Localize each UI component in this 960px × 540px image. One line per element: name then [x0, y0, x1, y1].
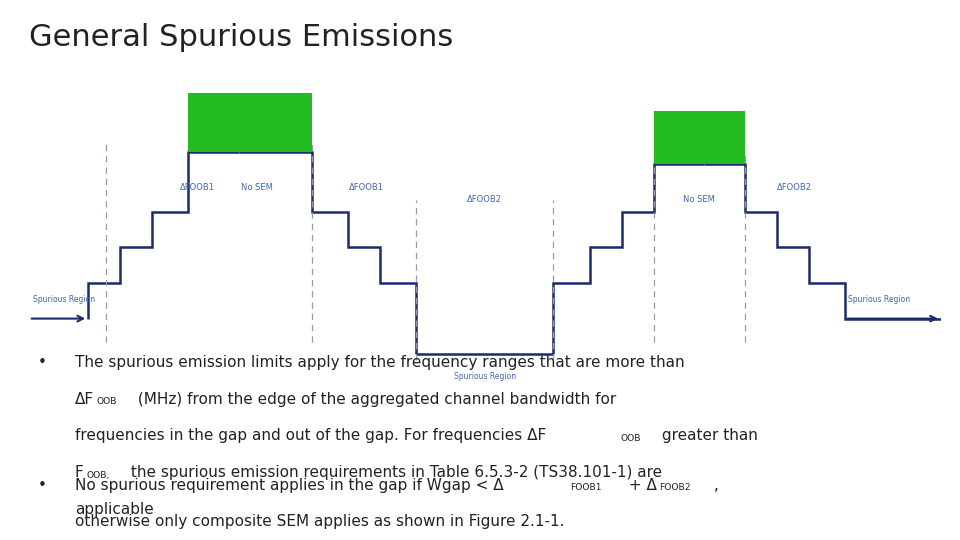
Text: (MHz) from the edge of the aggregated channel bandwidth for: (MHz) from the edge of the aggregated ch… [132, 392, 616, 407]
Text: frequencies in the gap and out of the gap. For frequencies ΔF: frequencies in the gap and out of the ga… [75, 429, 546, 443]
Text: No SEM: No SEM [241, 184, 273, 192]
Text: Spurious Region: Spurious Region [454, 372, 516, 381]
Text: Spurious Region: Spurious Region [34, 295, 95, 303]
Text: otherwise only composite SEM applies as shown in Figure 2.1-1.: otherwise only composite SEM applies as … [75, 515, 564, 530]
Bar [654, 111, 745, 164]
Text: General Spurious Emissions: General Spurious Emissions [29, 23, 453, 52]
Text: ΔFOOB1: ΔFOOB1 [348, 184, 384, 192]
Text: No spurious requirement applies in the gap if Wgap < Δ: No spurious requirement applies in the g… [75, 477, 503, 492]
Text: The spurious emission limits apply for the frequency ranges that are more than: The spurious emission limits apply for t… [75, 355, 684, 370]
Text: Spurious Region: Spurious Region [848, 295, 910, 303]
Text: FOOB2: FOOB2 [660, 483, 691, 492]
Text: + Δ: + Δ [624, 477, 657, 492]
Text: ,: , [713, 477, 718, 492]
Text: applicable: applicable [75, 502, 154, 517]
Text: OOB: OOB [620, 434, 641, 443]
Bar [188, 93, 311, 152]
Text: OOB: OOB [96, 397, 116, 406]
Text: ΔFOOB2: ΔFOOB2 [778, 184, 812, 192]
Text: ΔF: ΔF [75, 392, 94, 407]
Text: the spurious emission requirements in Table 6.5.3-2 (TS38.101-1) are: the spurious emission requirements in Ta… [126, 465, 661, 481]
Text: FOOB1: FOOB1 [570, 483, 601, 492]
Text: ΔFOOB1: ΔFOOB1 [180, 184, 215, 192]
Text: •: • [38, 477, 47, 492]
Text: No SEM: No SEM [684, 195, 715, 204]
Text: OOB,: OOB, [86, 471, 110, 480]
Text: greater than: greater than [658, 429, 758, 443]
Text: •: • [38, 355, 47, 370]
Text: ΔFOOB2: ΔFOOB2 [468, 195, 502, 204]
Text: F: F [75, 465, 84, 481]
